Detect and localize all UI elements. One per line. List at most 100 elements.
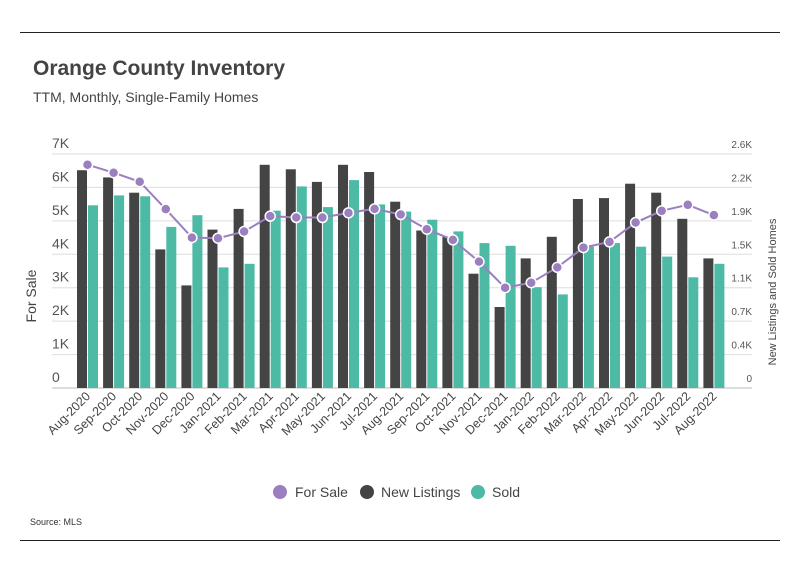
for-sale-point: [160, 203, 172, 215]
for-sale-point: [186, 231, 198, 244]
legend-for-sale-marker: [273, 485, 287, 499]
y2-tick-label: 0.7K: [731, 307, 752, 318]
y-tick-label: 2K: [52, 302, 70, 318]
chart-subtitle: TTM, Monthly, Single-Family Homes: [33, 89, 259, 105]
for-sale-point: [655, 205, 668, 217]
new-listings-bar: [703, 258, 714, 388]
sold-bar: [505, 245, 516, 388]
y2-tick-label: 1.5K: [731, 240, 752, 251]
new-listings-bar: [494, 307, 505, 388]
sold-bar: [427, 219, 438, 388]
for-sale-point: [394, 208, 407, 221]
legend-sold-marker: [471, 485, 485, 499]
new-listings-bar: [572, 199, 583, 388]
chart-title: Orange County Inventory: [33, 57, 286, 80]
bottom-rule: [20, 540, 780, 541]
new-listings-bar: [181, 285, 192, 388]
new-listings-bar: [468, 273, 479, 388]
y-tick-label: 3K: [52, 269, 70, 285]
for-sale-point: [264, 210, 276, 222]
legend-new-listings-label: New Listings: [381, 484, 460, 500]
new-listings-bar: [207, 229, 218, 388]
new-listings-bar: [546, 236, 557, 388]
sold-bar: [88, 205, 98, 388]
sold-bar: [557, 294, 568, 388]
y2-tick-label: 0.4K: [731, 341, 752, 352]
for-sale-point: [603, 236, 616, 248]
sold-bar: [610, 243, 620, 388]
for-sale-point: [682, 199, 694, 211]
new-listings-bar: [625, 183, 636, 388]
y2-tick-label: 0: [746, 374, 752, 385]
source-note: Source: MLS: [30, 517, 83, 527]
new-listings-bar: [155, 249, 166, 388]
for-sale-point: [81, 158, 94, 171]
legend-for-sale-label: For Sale: [295, 484, 348, 500]
new-listings-bar: [416, 230, 427, 388]
for-sale-point: [525, 276, 537, 289]
sold-bar: [453, 231, 464, 388]
sold-bar: [583, 246, 594, 388]
sold-bar: [375, 204, 386, 388]
y-tick-label: 0: [52, 369, 60, 385]
new-listings-bar: [364, 172, 375, 388]
y-tick-label: 6K: [52, 168, 70, 184]
sold-bar: [349, 180, 359, 388]
sold-bar: [218, 267, 229, 388]
new-listings-bar: [259, 164, 270, 388]
y2-tick-label: 2.2K: [731, 173, 752, 184]
legend: For Sale New Listings Sold: [273, 484, 520, 500]
new-listings-bar: [338, 164, 348, 388]
new-listings-bar: [390, 201, 401, 388]
for-sale-point: [316, 211, 329, 224]
sold-bar: [192, 215, 203, 388]
y-tick-label: 4K: [52, 235, 70, 251]
y2-tick-label: 1.9K: [731, 207, 752, 218]
sold-bar: [166, 226, 177, 388]
sold-bar: [401, 211, 412, 388]
new-listings-bar: [233, 208, 244, 388]
new-listings-bar: [677, 218, 688, 388]
for-sale-point: [629, 216, 642, 229]
for-sale-point: [577, 241, 590, 254]
new-listings-bar: [77, 170, 87, 388]
new-listings-bar: [599, 198, 609, 388]
y2-tick-label: 2.6K: [731, 140, 752, 151]
for-sale-point: [133, 175, 146, 188]
y-tick-label: 7K: [52, 135, 70, 151]
sold-bar: [244, 263, 255, 388]
new-listings-bar: [129, 192, 140, 388]
y2-axis-title: New Listings and Sold Homes: [767, 218, 779, 365]
new-listings-bar: [651, 192, 662, 388]
for-sale-point: [447, 234, 459, 246]
top-rule: [20, 32, 780, 33]
legend-new-listings-marker: [360, 485, 374, 499]
sold-bar: [636, 246, 647, 388]
for-sale-point: [551, 261, 564, 274]
sold-bar: [714, 263, 725, 388]
for-sale-point: [368, 203, 381, 215]
sold-bar: [322, 207, 333, 388]
sold-bar: [662, 256, 673, 388]
y-tick-label: 1K: [52, 336, 70, 352]
y2-tick-label: 1.1K: [731, 274, 752, 285]
sold-bar: [114, 195, 125, 388]
new-listings-bar: [520, 258, 531, 388]
for-sale-point: [473, 255, 485, 268]
for-sale-point: [421, 223, 433, 235]
sold-bar: [140, 196, 151, 388]
for-sale-point: [238, 225, 250, 238]
for-sale-point: [342, 207, 355, 219]
y-axis-title: For Sale: [23, 269, 39, 322]
sold-bar: [688, 277, 699, 388]
legend-sold-label: Sold: [492, 484, 520, 500]
new-listings-bar: [103, 177, 114, 388]
sold-bar: [479, 243, 490, 388]
for-sale-point: [212, 232, 224, 244]
for-sale-point: [107, 166, 120, 179]
sold-bar: [296, 186, 307, 388]
new-listings-bar: [442, 236, 453, 388]
for-sale-point: [290, 211, 303, 224]
y-tick-label: 5K: [52, 202, 70, 218]
